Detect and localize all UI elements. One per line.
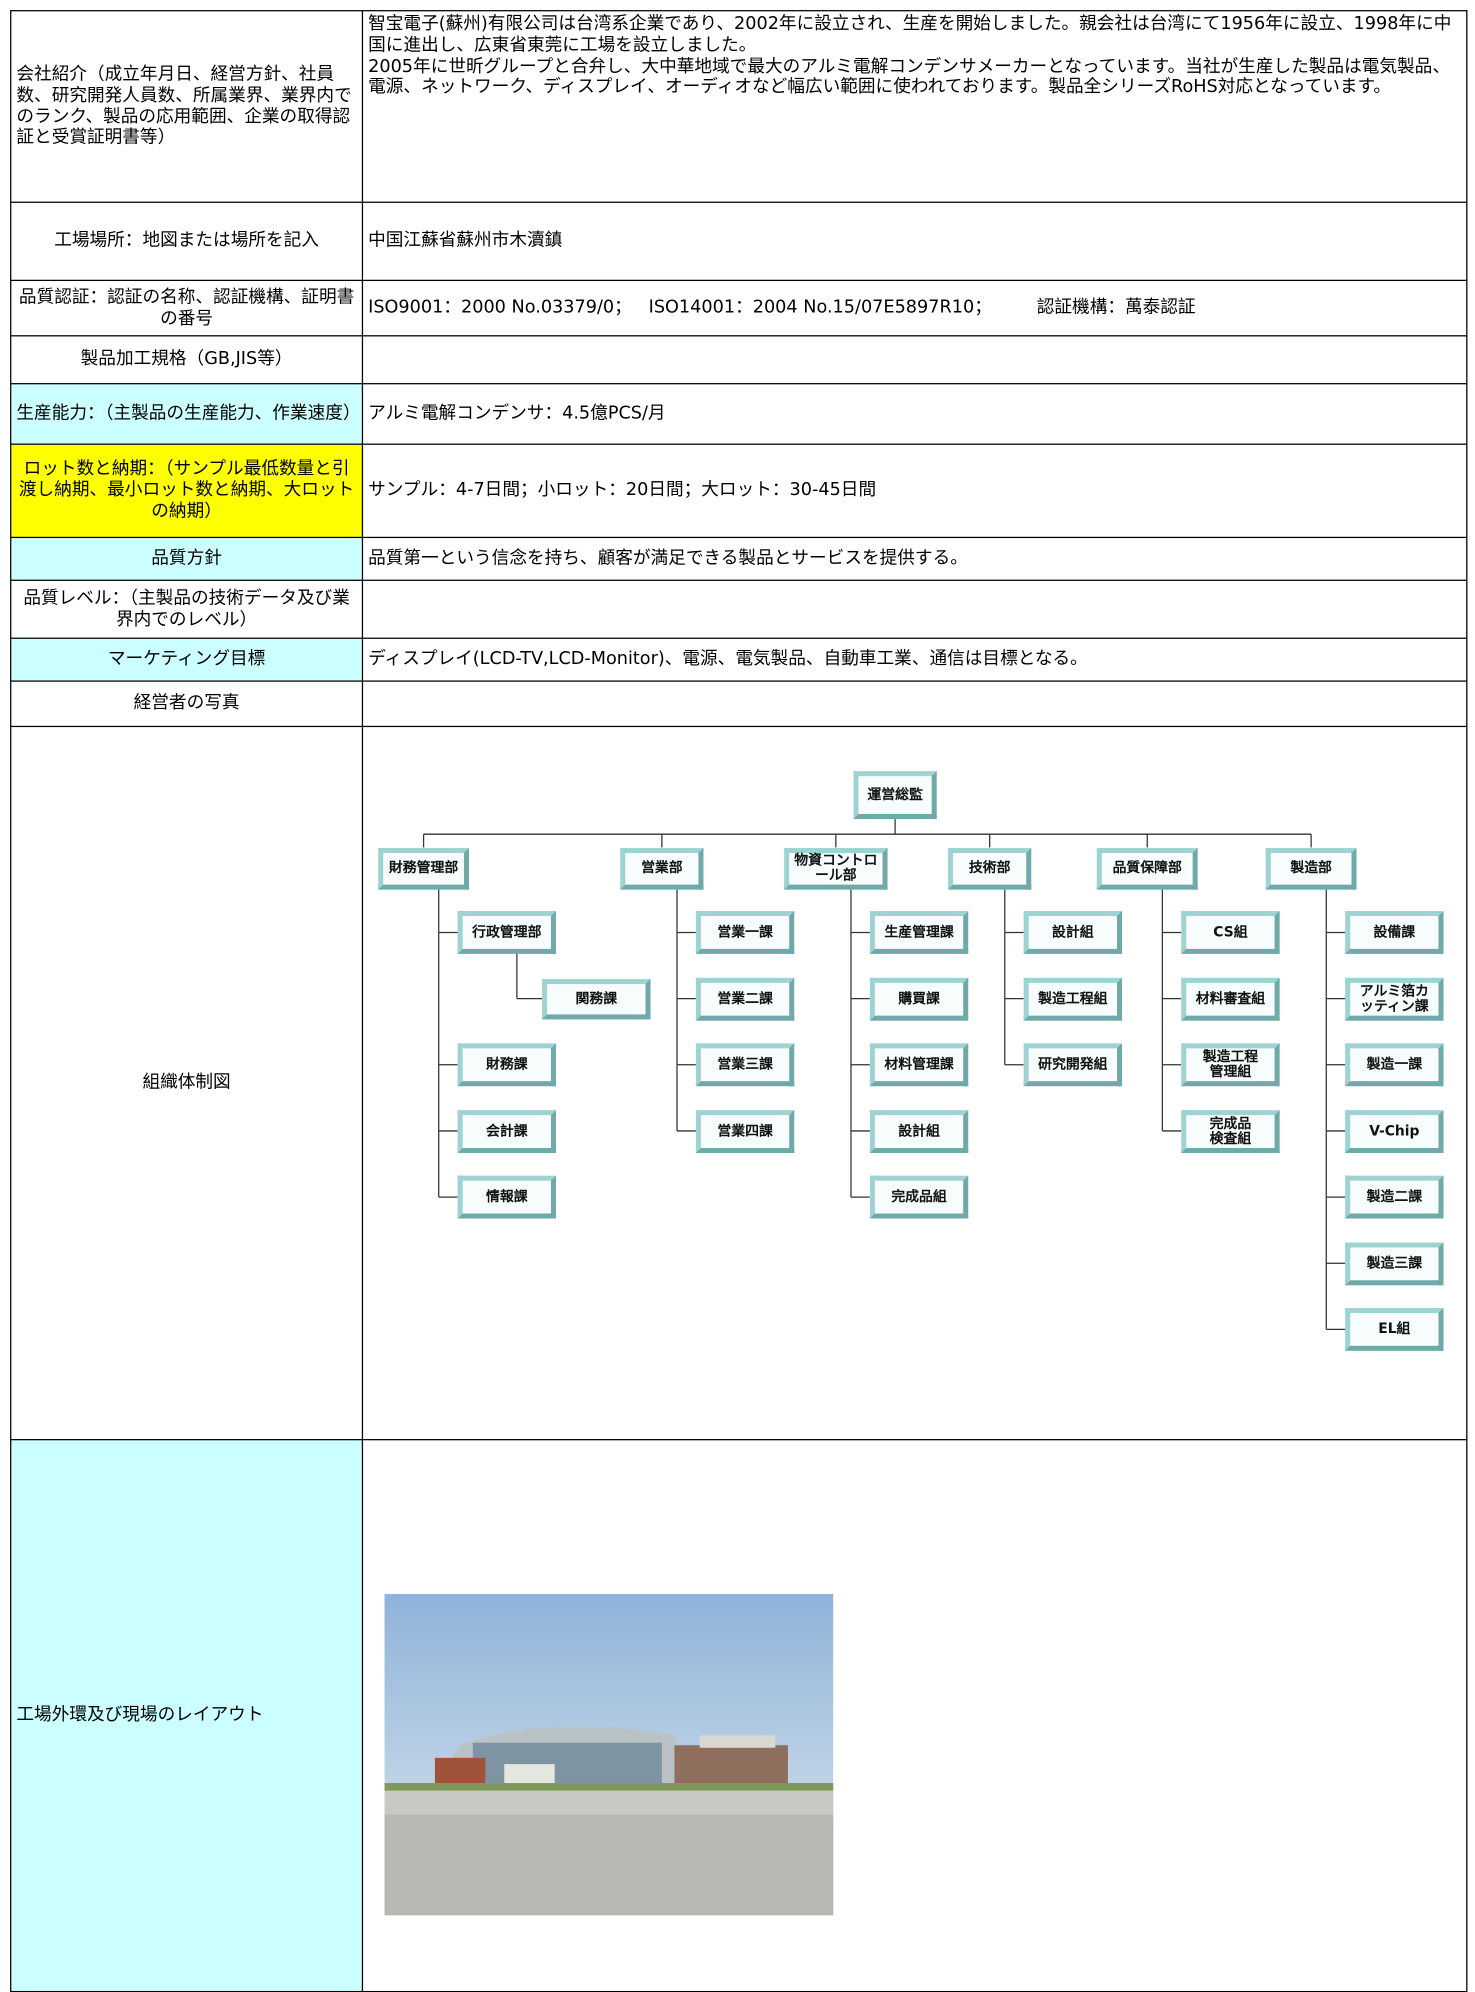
row-label: 組織体制図	[10, 725, 364, 1441]
row-label: 工場場所：地図または場所を記入	[10, 201, 364, 282]
row-label: 生産能力：（主製品の生産能力、作業速度）	[10, 383, 364, 445]
table-row: 製品加工規格（GB,JIS等）	[10, 335, 1468, 385]
row-value: 品質第一という信念を持ち、顧客が満足できる製品とサービスを提供する。	[361, 536, 1468, 581]
row-value: ISO9001：2000 No.03379/0； ISO14001：2004 N…	[361, 279, 1468, 337]
row-label: 品質方針	[10, 536, 364, 581]
row-value	[361, 335, 1468, 385]
row-value: 中国江蘇省蘇州市木瀆鎮	[361, 201, 1468, 282]
table-row: 工場場所：地図または場所を記入 中国江蘇省蘇州市木瀆鎮	[10, 201, 1468, 282]
table-row: 品質方針 品質第一という信念を持ち、顧客が満足できる製品とサービスを提供する。	[10, 536, 1468, 581]
row-label: 工場外環及び現場のレイアウト	[10, 1439, 364, 1992]
table-row: 品質レベル：（主製品の技術データ及び業界内でのレベル）	[10, 579, 1468, 639]
row-label: 品質認証：認証の名称、認証機構、証明書の番号	[10, 279, 364, 337]
table-row: 会社紹介（成立年月日、経営方針、社員数、研究開発人員数、所属業界、業界内でのラン…	[10, 10, 1468, 203]
table-row: 品質認証：認証の名称、認証機構、証明書の番号 ISO9001：2000 No.03…	[10, 279, 1468, 337]
row-value: ディスプレイ(LCD-TV,LCD-Monitor)、電源、電気製品、自動車工業…	[361, 637, 1468, 682]
row-label: マーケティング目標	[10, 637, 364, 682]
row-value	[361, 579, 1468, 639]
row-label: 経営者の写真	[10, 680, 364, 728]
row-value: サンプル：4-7日間；小ロット：20日間；大ロット：30-45日間	[361, 443, 1468, 539]
table-row: 生産能力：（主製品の生産能力、作業速度） アルミ電解コンデンサ：4.5億PCS/月	[10, 383, 1468, 445]
row-value	[361, 725, 1468, 1441]
row-label: 会社紹介（成立年月日、経営方針、社員数、研究開発人員数、所属業界、業界内でのラン…	[10, 10, 364, 203]
table-row: 経営者の写真	[10, 680, 1468, 728]
row-label: ロット数と納期：（サンプル最低数量と引渡し納期、最小ロット数と納期、大ロットの納…	[10, 443, 364, 539]
table-row: 工場外環及び現場のレイアウト	[10, 1439, 1468, 1992]
table-row: 組織体制図	[10, 725, 1468, 1441]
row-value	[361, 680, 1468, 728]
row-value: アルミ電解コンデンサ：4.5億PCS/月	[361, 383, 1468, 445]
table-row: マーケティング目標 ディスプレイ(LCD-TV,LCD-Monitor)、電源、電…	[10, 637, 1468, 682]
table-row: ロット数と納期：（サンプル最低数量と引渡し納期、最小ロット数と納期、大ロットの納…	[10, 443, 1468, 539]
factory-photo	[384, 1594, 834, 1916]
row-label: 品質レベル：（主製品の技術データ及び業界内でのレベル）	[10, 579, 364, 639]
row-value: 智宝電子(蘇州)有限公司は台湾系企業であり、2002年に設立され、生産を開始しま…	[361, 10, 1468, 203]
company-table: 会社紹介（成立年月日、経営方針、社員数、研究開発人員数、所属業界、業界内でのラン…	[10, 10, 1468, 1992]
row-label: 製品加工規格（GB,JIS等）	[10, 335, 364, 385]
